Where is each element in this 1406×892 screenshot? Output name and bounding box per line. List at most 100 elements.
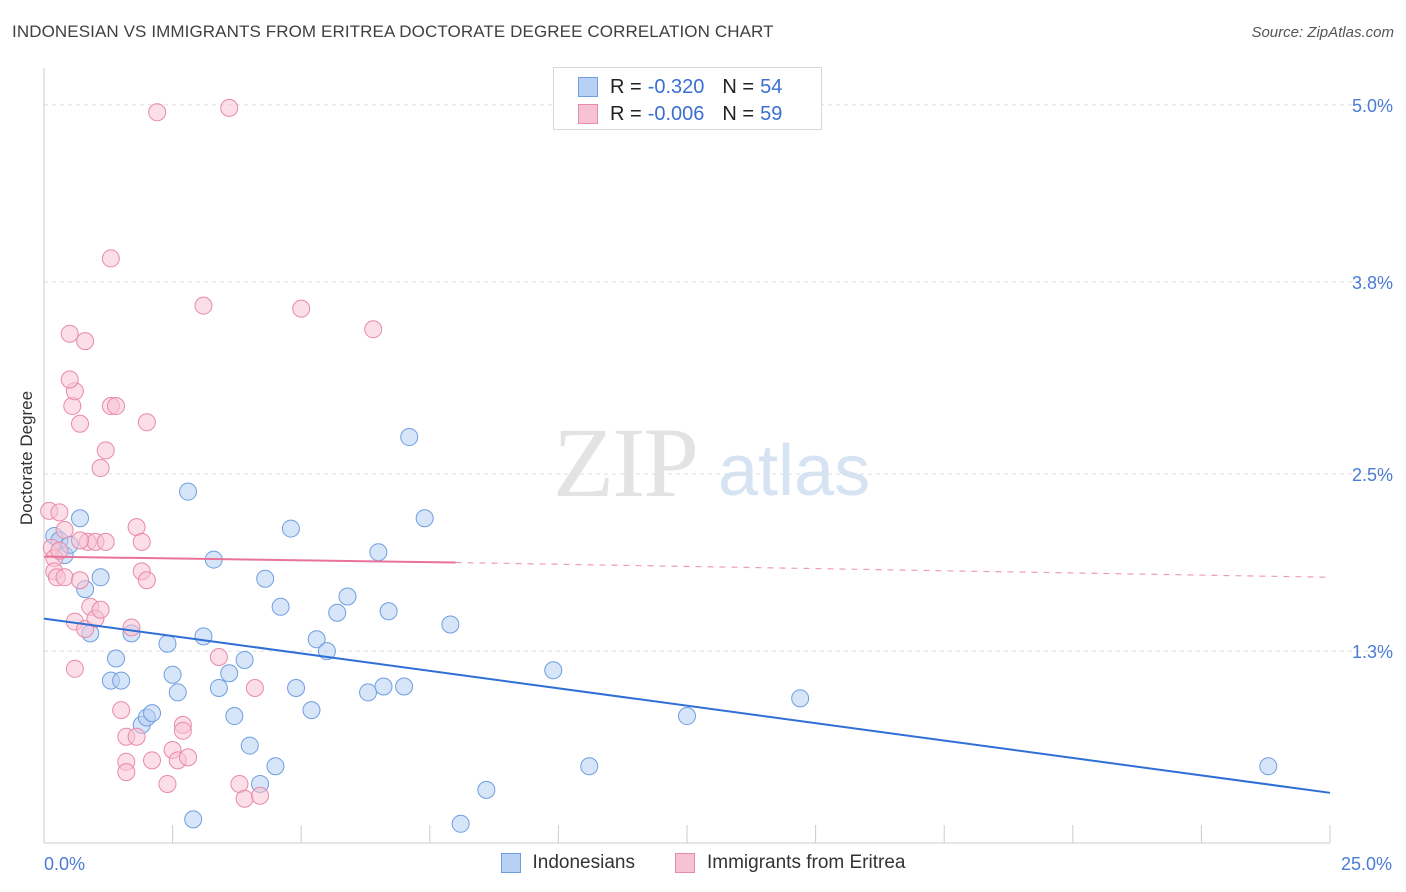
chart-title: INDONESIAN VS IMMIGRANTS FROM ERITREA DO… (12, 22, 774, 41)
source-label: Source: ZipAtlas.com (1251, 24, 1394, 41)
legend-swatch-indonesians (578, 77, 598, 97)
point-indonesians (395, 677, 414, 696)
point-indonesians (235, 650, 254, 669)
point-eritrea (76, 332, 95, 351)
point-eritrea (122, 618, 141, 637)
point-eritrea (209, 648, 228, 666)
legend-label-eritrea: Immigrants from Eritrea (706, 852, 906, 873)
y-tick-label: 5.0% (1352, 96, 1393, 116)
point-indonesians (112, 671, 131, 690)
point-eritrea (96, 441, 115, 460)
point-eritrea (364, 320, 383, 339)
legend-row-indonesians: R = -0.320 N = 54 (578, 75, 782, 99)
legend-label-indonesians: Indonesians (532, 852, 635, 873)
point-eritrea (137, 413, 156, 432)
point-eritrea (55, 521, 74, 540)
point-eritrea (107, 397, 126, 416)
point-eritrea (220, 98, 239, 117)
point-eritrea (71, 414, 90, 433)
point-indonesians (544, 661, 563, 680)
x-tick-label: 25.0% (1341, 854, 1392, 874)
trend-lines (43, 555, 1331, 794)
point-eritrea (112, 701, 131, 720)
legend-swatch-eritrea (674, 853, 695, 873)
point-eritrea (65, 659, 84, 678)
legend-item-indonesians[interactable]: Indonesians (500, 852, 635, 874)
trendline-indonesians (43, 617, 1331, 794)
point-indonesians (225, 707, 244, 726)
legend-item-eritrea[interactable]: Immigrants from Eritrea (674, 852, 906, 874)
point-indonesians (302, 701, 321, 720)
legend-r-label: R = (610, 102, 642, 125)
legend-swatch-indonesians (500, 853, 521, 873)
point-indonesians (271, 597, 290, 616)
point-indonesians (307, 630, 326, 649)
legend-n-label: N = (722, 75, 755, 98)
point-indonesians (379, 602, 398, 621)
tick-labels: 1.3% 2.5% 3.8% 5.0% 0.0% 25.0% (44, 96, 1393, 874)
point-indonesians (240, 736, 259, 755)
point-indonesians (580, 757, 599, 776)
legend-r-value: -0.320 (647, 75, 705, 98)
point-eritrea (60, 370, 79, 389)
legend-row-eritrea: R = -0.006 N = 59 (578, 102, 782, 126)
point-eritrea (101, 249, 120, 268)
point-eritrea (55, 568, 74, 587)
point-indonesians (338, 587, 357, 606)
point-indonesians (220, 664, 239, 683)
point-eritrea (158, 774, 177, 793)
x-tick-label: 0.0% (44, 854, 85, 874)
y-tick-label: 2.5% (1352, 465, 1393, 485)
point-indonesians (791, 689, 810, 708)
point-indonesians (400, 428, 419, 447)
point-eritrea (137, 571, 156, 590)
trendline-eritrea (43, 555, 456, 564)
point-indonesians (317, 642, 336, 661)
point-eritrea (132, 532, 151, 551)
point-indonesians (266, 757, 285, 776)
point-indonesians (415, 509, 434, 528)
point-eritrea (235, 789, 254, 808)
legend-r-value: -0.006 (647, 102, 705, 125)
legend-r-label: R = (610, 75, 642, 98)
point-eritrea (60, 324, 79, 343)
point-eritrea (63, 397, 82, 416)
point-eritrea (251, 786, 270, 805)
point-eritrea (194, 296, 213, 315)
point-indonesians (158, 634, 177, 653)
point-indonesians (1259, 757, 1278, 776)
point-indonesians (477, 780, 496, 799)
point-indonesians (451, 814, 470, 833)
point-eritrea (96, 532, 115, 551)
point-indonesians (369, 543, 388, 562)
point-indonesians (163, 665, 182, 684)
point-eritrea (173, 721, 192, 740)
point-eritrea (148, 103, 167, 122)
point-indonesians (281, 519, 300, 538)
point-eritrea (143, 751, 162, 770)
point-indonesians (678, 707, 696, 726)
series-eritrea (40, 98, 383, 808)
y-tick-label: 3.8% (1352, 273, 1393, 293)
point-indonesians (143, 704, 162, 723)
point-indonesians (179, 482, 198, 501)
point-eritrea (245, 679, 264, 697)
legend-n-label: N = (722, 102, 755, 125)
axes (43, 68, 1331, 844)
point-eritrea (179, 748, 198, 767)
legend-n-value: 59 (760, 102, 783, 125)
y-tick-label: 1.3% (1352, 642, 1393, 662)
point-eritrea (127, 727, 146, 746)
legend-swatch-eritrea (578, 104, 598, 124)
point-eritrea (91, 459, 110, 478)
point-eritrea (50, 541, 69, 560)
watermark-zip: ZIP (553, 407, 699, 518)
point-indonesians (359, 683, 378, 702)
gridlines (44, 104, 1392, 652)
point-indonesians (91, 568, 110, 587)
point-indonesians (287, 679, 306, 697)
point-indonesians (256, 569, 275, 588)
point-eritrea (71, 571, 90, 590)
correlation-legend: R = -0.320 N = 54 R = -0.006 N = 59 (553, 67, 822, 130)
point-eritrea (91, 600, 110, 619)
